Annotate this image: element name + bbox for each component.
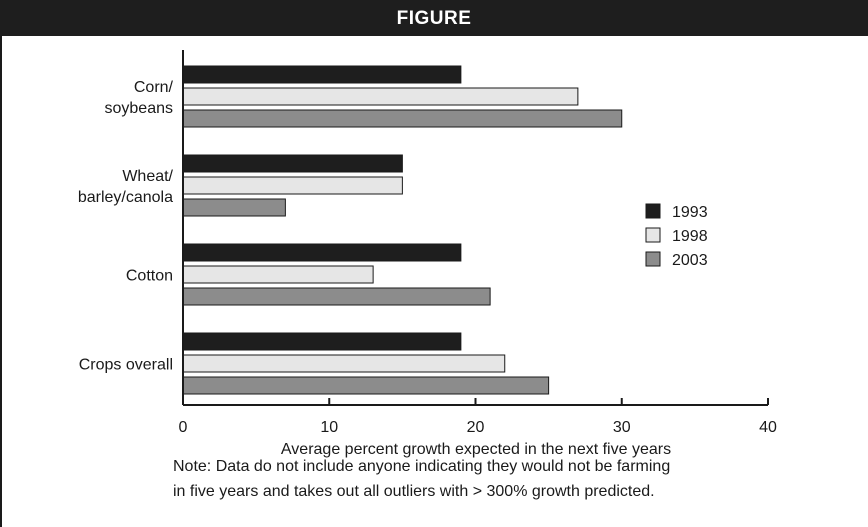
legend-swatch-1998 (645, 227, 661, 243)
bar-1993-0 (182, 65, 462, 84)
bar-2003-3 (182, 376, 550, 395)
bar-2003-2 (182, 287, 491, 306)
bar-1998-1 (182, 176, 403, 195)
bar-1993-2 (182, 243, 462, 262)
legend-label-1993: 1993 (672, 204, 708, 221)
legend-swatch-1993 (645, 203, 661, 219)
bar-1993-1 (182, 154, 403, 173)
category-label-1-1: barley/canola (78, 189, 173, 206)
x-axis-label: Average percent growth expected in the n… (281, 441, 671, 458)
legend-label-2003: 2003 (672, 252, 708, 269)
x-tick-label-20: 20 (467, 419, 485, 436)
category-label-0-1: soybeans (105, 100, 174, 117)
bar-1998-3 (182, 354, 506, 373)
bar-1993-3 (182, 332, 462, 351)
category-label-3-0: Crops overall (79, 357, 173, 374)
figure-title: FIGURE (396, 8, 472, 29)
x-tick-label-40: 40 (759, 419, 777, 436)
category-label-1-0: Wheat/ (122, 168, 173, 185)
bar-2003-1 (182, 198, 286, 217)
bar-1998-2 (182, 265, 374, 284)
category-label-2-0: Cotton (126, 268, 173, 285)
bar-2003-0 (182, 109, 623, 128)
x-tick-label-30: 30 (613, 419, 631, 436)
figure-header: FIGURE (0, 0, 868, 36)
x-tick-label-10: 10 (320, 419, 338, 436)
note-line-1: Note: Data do not include anyone indicat… (173, 458, 671, 475)
x-tick-label-0: 0 (179, 419, 188, 436)
legend-label-1998: 1998 (672, 228, 708, 245)
category-label-0-0: Corn/ (134, 79, 174, 96)
bar-1998-0 (182, 87, 579, 106)
legend-swatch-2003 (645, 251, 661, 267)
note-line-2: in five years and takes out all outliers… (173, 483, 655, 500)
